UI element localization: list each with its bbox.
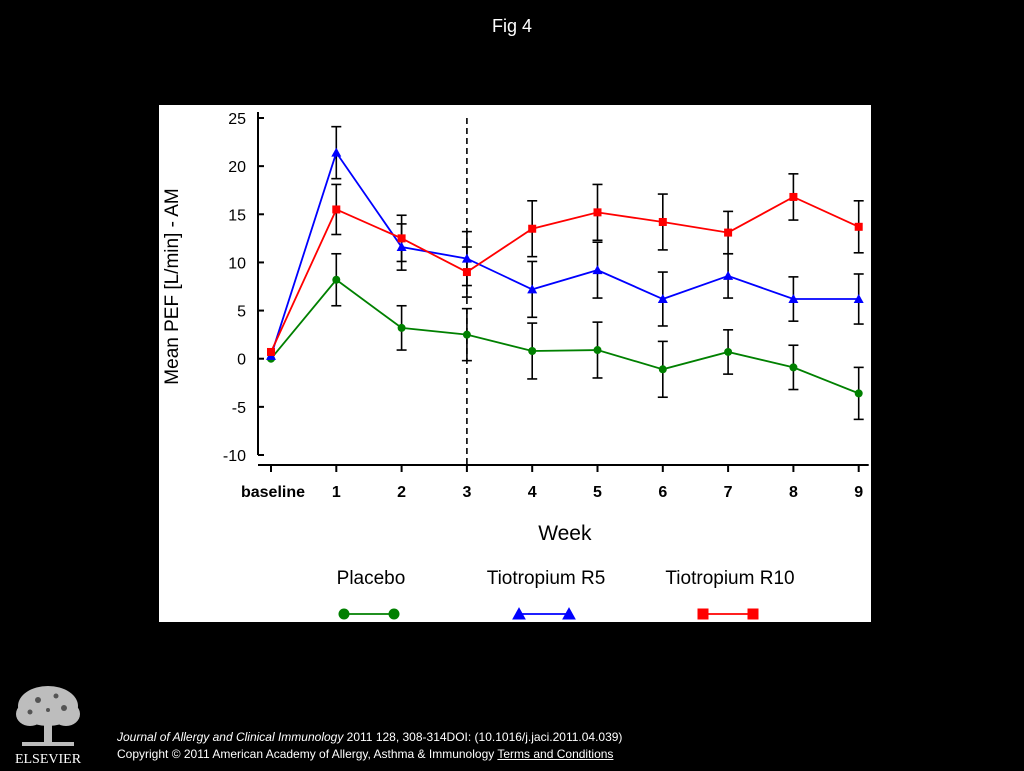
data-point-tiotropium-r10: [397, 234, 406, 243]
data-point-tiotropium-r5: [396, 242, 407, 252]
legend-marker-tiotropium-r10: [747, 608, 759, 620]
series-line-placebo: [270, 278, 860, 395]
legend-marker-placebo: [338, 608, 350, 620]
x-tick-label: 4: [528, 484, 537, 501]
data-point-tiotropium-r10: [462, 268, 471, 277]
data-point-placebo: [724, 347, 733, 356]
data-point-placebo: [397, 323, 406, 332]
data-point-tiotropium-r10: [332, 205, 341, 214]
data-point-placebo: [462, 330, 471, 339]
legend-label-tiotropium-r5: Tiotropium R5: [487, 568, 606, 589]
x-tick-label: 5: [593, 484, 602, 501]
y-tick-label: 15: [228, 207, 246, 224]
citation: Journal of Allergy and Clinical Immunolo…: [117, 729, 622, 763]
data-point-placebo: [789, 363, 798, 372]
y-tick-label: 10: [228, 255, 246, 272]
chart-panel: -10 -5 0 5 10 15 20 25 baseline 1 2 3 4 5 6 7 8 9 Mean PEF…: [159, 105, 871, 622]
copyright-line: Copyright © 2011 American Academy of All…: [117, 746, 622, 763]
elsevier-logo: ELSEVIER: [8, 680, 88, 767]
x-tick-label: 1: [332, 484, 341, 501]
data-point-tiotropium-r5: [657, 294, 668, 304]
publisher-wordmark: ELSEVIER: [15, 752, 82, 766]
legend-marker-tiotropium-r10: [697, 608, 709, 620]
data-point-placebo: [854, 389, 863, 398]
x-tick-label: 8: [789, 484, 798, 501]
x-axis-label: Week: [538, 522, 592, 545]
citation-details: 2011 128, 308-314DOI: (10.1016/j.jaci.20…: [343, 730, 623, 744]
legend-marker-tiotropium-r5: [562, 607, 576, 620]
data-point-placebo: [332, 275, 341, 284]
data-point-tiotropium-r5: [723, 270, 734, 280]
x-tick-label: 6: [658, 484, 667, 501]
legend-marker-placebo: [388, 608, 400, 620]
data-point-placebo: [658, 365, 667, 374]
y-tick-label: 20: [228, 159, 246, 176]
y-tick-label: 0: [237, 352, 246, 369]
journal-name: Journal of Allergy and Clinical Immunolo…: [117, 730, 344, 744]
data-point-tiotropium-r5: [592, 265, 603, 275]
data-point-placebo: [593, 346, 602, 355]
legend-label-tiotropium-r10: Tiotropium R10: [665, 568, 794, 589]
data-point-tiotropium-r10: [267, 347, 275, 356]
data-point-tiotropium-r10: [658, 217, 667, 226]
data-point-tiotropium-r10: [593, 208, 602, 217]
data-point-tiotropium-r10: [528, 224, 537, 233]
series-line-tiotropium-r10: [270, 195, 860, 353]
data-point-placebo: [528, 347, 537, 356]
data-point-tiotropium-r5: [331, 147, 342, 157]
data-point-tiotropium-r10: [724, 228, 733, 237]
line-chart: -10 -5 0 5 10 15 20 25 baseline 1 2 3 4 5 6 7 8 9 Mean PEF…: [162, 111, 869, 620]
y-tick-label: -10: [223, 448, 246, 465]
copyright-text: Copyright © 2011 American Academy of All…: [117, 747, 495, 761]
data-point-tiotropium-r5: [853, 294, 864, 304]
y-tick-label: 25: [228, 111, 246, 128]
data-point-tiotropium-r5: [788, 294, 799, 304]
x-tick-label: 2: [397, 484, 406, 501]
y-tick-label: 5: [237, 304, 246, 321]
series-line-tiotropium-r5: [270, 150, 859, 357]
data-point-tiotropium-r10: [854, 222, 863, 231]
x-tick-label: 9: [854, 484, 863, 501]
data-point-tiotropium-r5: [527, 284, 538, 294]
x-tick-label: 7: [724, 484, 733, 501]
legend-label-placebo: Placebo: [337, 568, 406, 589]
y-axis-label: Mean PEF [L/min] - AM: [162, 188, 183, 384]
citation-reference: Journal of Allergy and Clinical Immunolo…: [117, 729, 622, 746]
data-point-tiotropium-r5: [461, 253, 472, 263]
x-tick-label: 3: [462, 484, 471, 501]
x-tick-label: baseline: [241, 484, 305, 501]
legend-marker-tiotropium-r5: [512, 607, 526, 620]
figure-title: Fig 4: [491, 16, 533, 36]
data-point-tiotropium-r10: [789, 192, 798, 201]
terms-link[interactable]: Terms and Conditions: [497, 747, 614, 761]
y-tick-label: -5: [232, 400, 246, 417]
